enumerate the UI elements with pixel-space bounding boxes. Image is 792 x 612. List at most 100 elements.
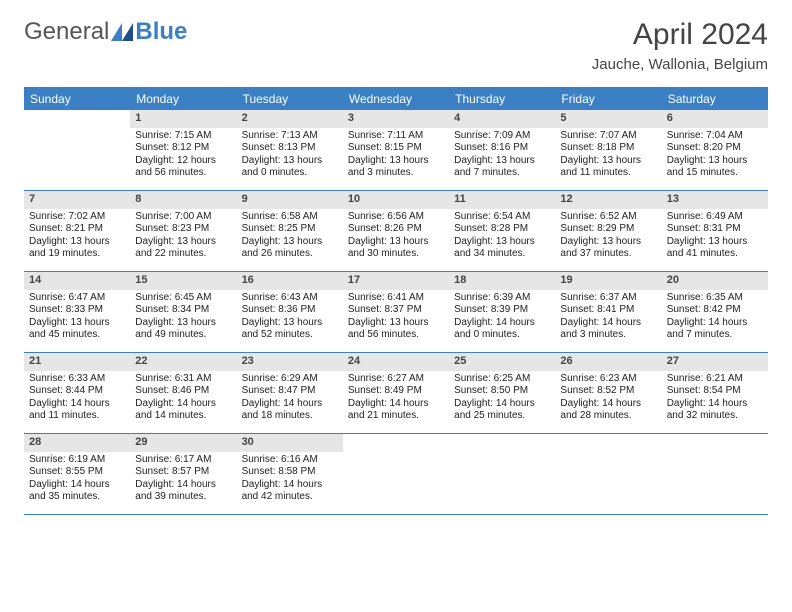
day-dl1: Daylight: 13 hours	[135, 317, 231, 330]
day-number: 12	[555, 191, 661, 209]
day-dl2: and 7 minutes.	[667, 329, 763, 342]
day-number: 21	[24, 353, 130, 371]
day-ss: Sunset: 8:36 PM	[242, 304, 338, 317]
day-body: Sunrise: 6:25 AMSunset: 8:50 PMDaylight:…	[449, 371, 555, 427]
day-number: 2	[237, 110, 343, 128]
day-sr: Sunrise: 6:35 AM	[667, 292, 763, 305]
day-body: Sunrise: 7:09 AMSunset: 8:16 PMDaylight:…	[449, 128, 555, 184]
day-ss: Sunset: 8:46 PM	[135, 385, 231, 398]
day-number: 29	[130, 434, 236, 452]
day-number: 4	[449, 110, 555, 128]
day-cell: 21Sunrise: 6:33 AMSunset: 8:44 PMDayligh…	[24, 353, 130, 433]
day-cell: 6Sunrise: 7:04 AMSunset: 8:20 PMDaylight…	[662, 110, 768, 190]
day-sr: Sunrise: 6:47 AM	[29, 292, 125, 305]
day-sr: Sunrise: 7:00 AM	[135, 211, 231, 224]
day-sr: Sunrise: 6:17 AM	[135, 454, 231, 467]
day-cell: 25Sunrise: 6:25 AMSunset: 8:50 PMDayligh…	[449, 353, 555, 433]
day-number: 16	[237, 272, 343, 290]
day-cell: 7Sunrise: 7:02 AMSunset: 8:21 PMDaylight…	[24, 191, 130, 271]
day-ss: Sunset: 8:29 PM	[560, 223, 656, 236]
day-ss: Sunset: 8:13 PM	[242, 142, 338, 155]
dow-cell: Friday	[555, 88, 661, 110]
day-ss: Sunset: 8:52 PM	[560, 385, 656, 398]
day-sr: Sunrise: 7:09 AM	[454, 130, 550, 143]
day-dl2: and 25 minutes.	[454, 410, 550, 423]
day-dl2: and 0 minutes.	[454, 329, 550, 342]
day-dl1: Daylight: 13 hours	[667, 236, 763, 249]
day-number: 28	[24, 434, 130, 452]
day-number: 6	[662, 110, 768, 128]
day-ss: Sunset: 8:15 PM	[348, 142, 444, 155]
day-cell: 10Sunrise: 6:56 AMSunset: 8:26 PMDayligh…	[343, 191, 449, 271]
title-block: April 2024 Jauche, Wallonia, Belgium	[592, 18, 768, 73]
day-cell: 26Sunrise: 6:23 AMSunset: 8:52 PMDayligh…	[555, 353, 661, 433]
day-ss: Sunset: 8:54 PM	[667, 385, 763, 398]
day-dl1: Daylight: 13 hours	[242, 155, 338, 168]
day-ss: Sunset: 8:33 PM	[29, 304, 125, 317]
day-dl2: and 35 minutes.	[29, 491, 125, 504]
day-dl1: Daylight: 14 hours	[135, 398, 231, 411]
day-number: 15	[130, 272, 236, 290]
day-body: Sunrise: 6:54 AMSunset: 8:28 PMDaylight:…	[449, 209, 555, 265]
day-cell: 5Sunrise: 7:07 AMSunset: 8:18 PMDaylight…	[555, 110, 661, 190]
day-cell: 18Sunrise: 6:39 AMSunset: 8:39 PMDayligh…	[449, 272, 555, 352]
day-dl2: and 37 minutes.	[560, 248, 656, 261]
day-ss: Sunset: 8:25 PM	[242, 223, 338, 236]
logo-text-2: Blue	[135, 18, 187, 46]
day-sr: Sunrise: 6:54 AM	[454, 211, 550, 224]
day-sr: Sunrise: 6:31 AM	[135, 373, 231, 386]
day-dl2: and 11 minutes.	[29, 410, 125, 423]
day-body: Sunrise: 6:52 AMSunset: 8:29 PMDaylight:…	[555, 209, 661, 265]
day-sr: Sunrise: 6:41 AM	[348, 292, 444, 305]
day-dl1: Daylight: 13 hours	[667, 155, 763, 168]
dow-cell: Sunday	[24, 88, 130, 110]
logo-mark-icon	[111, 23, 133, 41]
dow-cell: Thursday	[449, 88, 555, 110]
day-dl2: and 3 minutes.	[560, 329, 656, 342]
day-ss: Sunset: 8:57 PM	[135, 466, 231, 479]
day-cell	[449, 434, 555, 514]
day-ss: Sunset: 8:26 PM	[348, 223, 444, 236]
calendar: SundayMondayTuesdayWednesdayThursdayFrid…	[24, 87, 768, 515]
day-cell	[24, 110, 130, 190]
dow-cell: Saturday	[662, 88, 768, 110]
day-body: Sunrise: 6:21 AMSunset: 8:54 PMDaylight:…	[662, 371, 768, 427]
day-sr: Sunrise: 6:37 AM	[560, 292, 656, 305]
day-dl2: and 42 minutes.	[242, 491, 338, 504]
day-cell: 8Sunrise: 7:00 AMSunset: 8:23 PMDaylight…	[130, 191, 236, 271]
day-dl1: Daylight: 13 hours	[454, 155, 550, 168]
day-body: Sunrise: 6:43 AMSunset: 8:36 PMDaylight:…	[237, 290, 343, 346]
day-number: 27	[662, 353, 768, 371]
day-dl1: Daylight: 14 hours	[29, 479, 125, 492]
day-number: 7	[24, 191, 130, 209]
day-cell: 4Sunrise: 7:09 AMSunset: 8:16 PMDaylight…	[449, 110, 555, 190]
day-ss: Sunset: 8:20 PM	[667, 142, 763, 155]
day-dl1: Daylight: 14 hours	[560, 317, 656, 330]
day-sr: Sunrise: 6:49 AM	[667, 211, 763, 224]
day-ss: Sunset: 8:21 PM	[29, 223, 125, 236]
day-cell: 22Sunrise: 6:31 AMSunset: 8:46 PMDayligh…	[130, 353, 236, 433]
day-dl1: Daylight: 13 hours	[29, 236, 125, 249]
day-sr: Sunrise: 6:39 AM	[454, 292, 550, 305]
day-ss: Sunset: 8:12 PM	[135, 142, 231, 155]
day-dl1: Daylight: 14 hours	[29, 398, 125, 411]
day-dl2: and 52 minutes.	[242, 329, 338, 342]
day-dl2: and 22 minutes.	[135, 248, 231, 261]
day-sr: Sunrise: 6:25 AM	[454, 373, 550, 386]
day-ss: Sunset: 8:41 PM	[560, 304, 656, 317]
day-body: Sunrise: 7:02 AMSunset: 8:21 PMDaylight:…	[24, 209, 130, 265]
day-sr: Sunrise: 6:29 AM	[242, 373, 338, 386]
day-dl2: and 56 minutes.	[135, 167, 231, 180]
day-sr: Sunrise: 6:19 AM	[29, 454, 125, 467]
day-sr: Sunrise: 6:56 AM	[348, 211, 444, 224]
logo: General Blue	[24, 18, 187, 46]
day-body: Sunrise: 7:00 AMSunset: 8:23 PMDaylight:…	[130, 209, 236, 265]
day-dl1: Daylight: 13 hours	[135, 236, 231, 249]
day-body: Sunrise: 6:39 AMSunset: 8:39 PMDaylight:…	[449, 290, 555, 346]
day-cell: 23Sunrise: 6:29 AMSunset: 8:47 PMDayligh…	[237, 353, 343, 433]
day-cell: 30Sunrise: 6:16 AMSunset: 8:58 PMDayligh…	[237, 434, 343, 514]
day-cell: 15Sunrise: 6:45 AMSunset: 8:34 PMDayligh…	[130, 272, 236, 352]
dow-cell: Tuesday	[237, 88, 343, 110]
day-number: 11	[449, 191, 555, 209]
day-dl1: Daylight: 13 hours	[348, 155, 444, 168]
